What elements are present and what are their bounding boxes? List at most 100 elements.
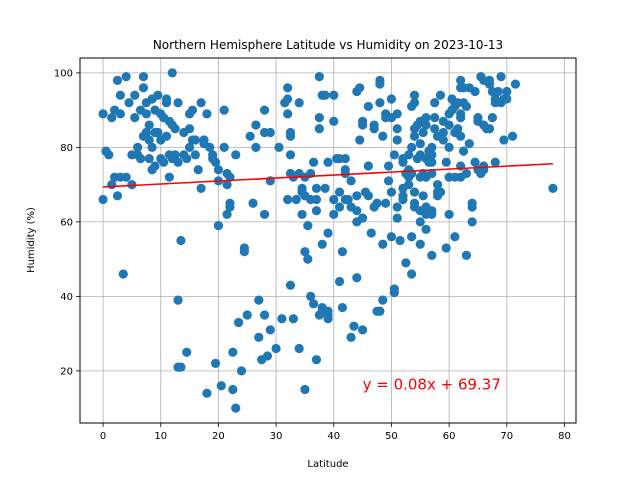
data-point [150,161,160,171]
data-point [98,109,108,119]
data-point [190,150,200,160]
data-point [314,72,324,82]
data-point [409,198,420,208]
data-point [259,310,270,320]
data-point [499,135,509,145]
data-point [392,109,402,119]
data-point [453,124,463,134]
data-point [173,98,183,108]
data-point [323,157,333,167]
data-point [193,165,203,175]
data-point [510,79,521,89]
data-point [418,191,428,201]
data-point [277,314,287,324]
data-point [153,90,163,100]
data-point [291,194,301,205]
data-point [461,250,472,260]
data-point [173,295,183,305]
data-point [401,258,411,268]
data-point [363,101,373,112]
data-point [115,109,125,119]
data-point [283,94,293,104]
data-point [210,157,221,167]
data-point [259,209,270,220]
data-point [430,112,440,123]
data-point [251,142,261,152]
data-point [231,403,241,413]
data-points [98,68,558,413]
data-point [484,124,495,134]
data-point [210,358,221,369]
y-tick-label: 100 [54,68,73,79]
data-point [358,325,368,335]
data-point [144,153,154,164]
data-point [467,198,477,208]
data-point [176,235,186,246]
data-point [173,157,183,167]
data-point [334,187,345,197]
data-point [245,131,255,141]
data-point [216,381,226,391]
data-point [182,153,192,164]
data-point [407,269,417,279]
data-point [130,90,140,100]
data-point [415,139,425,149]
data-point [317,239,327,249]
data-point [355,135,365,145]
data-point [107,112,117,123]
data-point [196,183,206,193]
data-point [421,120,431,130]
data-point [311,355,322,365]
data-point [415,217,425,227]
data-point [167,68,177,78]
axis-ticks: 0 10 20 30 40 50 60 70 80 20 40 60 80 100 [54,68,571,442]
data-point [467,217,477,227]
data-point [392,124,402,134]
data-point [159,157,169,167]
data-point [303,254,313,264]
data-point [441,243,451,253]
data-point [358,116,368,126]
data-point [418,127,428,138]
data-point [363,191,373,201]
data-point [219,105,229,115]
data-point [409,90,420,100]
data-point [222,209,232,220]
data-point [104,150,114,160]
data-point [124,98,134,108]
data-point [375,306,385,316]
data-point [381,198,391,208]
data-point [170,150,180,160]
data-point [340,153,350,164]
data-point [153,127,163,138]
data-point [337,302,348,313]
data-point [170,124,180,134]
data-point [118,269,128,279]
x-tick-label: 10 [154,431,167,442]
regression-layer [103,162,553,188]
x-tick-label: 40 [327,431,340,442]
data-point [294,343,304,354]
data-point [283,83,293,93]
data-point [234,317,244,328]
data-point [461,168,472,179]
data-point [548,183,558,193]
data-point [259,105,270,115]
data-point [205,142,215,152]
data-point [464,139,474,149]
data-point [352,191,362,201]
data-point [409,187,420,197]
data-point [349,321,359,331]
data-point [461,101,472,112]
data-point [502,94,512,104]
data-point [121,172,131,182]
data-point [144,120,154,130]
data-point [297,209,307,220]
data-point [127,180,137,190]
data-point [228,347,238,357]
data-point [435,187,446,197]
data-point [346,332,356,342]
data-point [141,109,151,119]
data-point [398,157,408,167]
